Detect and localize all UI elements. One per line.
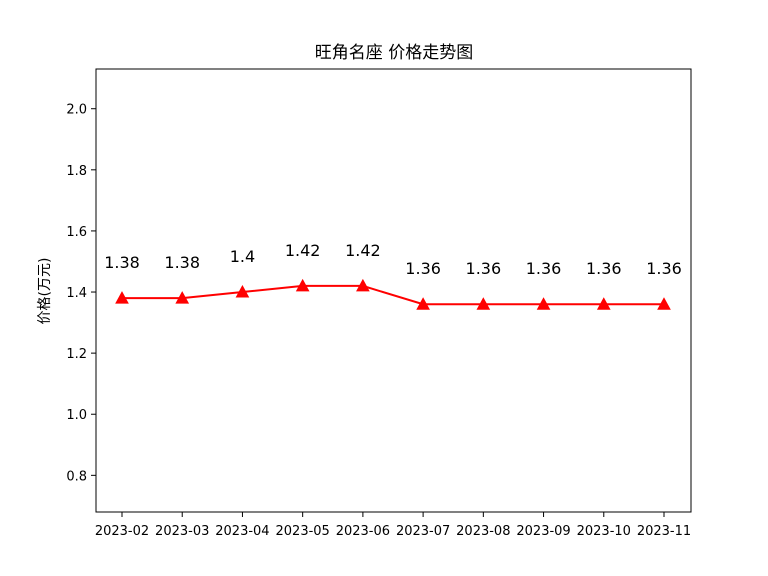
data-label: 1.36 xyxy=(526,259,562,278)
data-label: 1.4 xyxy=(230,247,255,266)
data-point-marker xyxy=(115,291,129,304)
data-label: 1.36 xyxy=(646,259,682,278)
data-point-marker xyxy=(295,278,310,292)
x-tick-label: 2023-11 xyxy=(637,524,691,539)
y-tick-label: 1.4 xyxy=(66,286,87,301)
data-point-marker xyxy=(476,297,491,310)
x-tick-label: 2023-04 xyxy=(215,524,269,539)
x-tick-label: 2023-05 xyxy=(276,524,330,539)
data-point-marker xyxy=(536,297,551,310)
x-tick-label: 2023-07 xyxy=(396,524,450,539)
data-point-marker xyxy=(235,284,250,298)
data-label: 1.42 xyxy=(285,241,321,260)
data-point-marker xyxy=(596,297,611,310)
x-tick-label: 2023-08 xyxy=(456,524,510,539)
data-point-marker xyxy=(416,297,430,310)
data-label: 1.36 xyxy=(405,259,441,278)
x-tick-label: 2023-09 xyxy=(516,524,570,539)
data-label: 1.38 xyxy=(164,253,200,272)
y-tick-label: 1.8 xyxy=(66,164,87,179)
x-axis: 2023-02 2023-03 2023-04 2023-05 2023-06 2023-… xyxy=(95,512,691,539)
y-tick-label: 0.8 xyxy=(66,469,87,484)
y-tick-label: 1.0 xyxy=(66,408,87,423)
data-label: 1.42 xyxy=(345,241,381,260)
data-point-marker xyxy=(356,278,370,292)
data-label: 1.38 xyxy=(104,253,140,272)
series-group: 1.38 1.38 1.4 1.42 1.42 1.36 1.36 1.36 1.36 1.36 xyxy=(104,241,682,310)
y-axis-label: 价格(万元) xyxy=(37,258,53,325)
data-label: 1.36 xyxy=(466,259,502,278)
y-tick-label: 2.0 xyxy=(66,103,87,118)
x-tick-label: 2023-10 xyxy=(577,524,631,539)
x-tick-label: 2023-02 xyxy=(95,524,149,539)
data-label: 1.36 xyxy=(586,259,622,278)
plot-area-frame xyxy=(95,68,692,513)
data-point-marker xyxy=(657,297,671,310)
y-tick-label: 1.2 xyxy=(66,347,87,362)
y-axis: 0.8 1.0 1.2 1.4 1.6 1.8 2.0 xyxy=(66,103,96,484)
chart-title: 旺角名座 价格走势图 xyxy=(315,43,473,63)
x-tick-label: 2023-06 xyxy=(336,524,390,539)
y-tick-label: 1.6 xyxy=(66,225,87,240)
series-line xyxy=(122,284,664,306)
x-tick-label: 2023-03 xyxy=(155,524,209,539)
data-point-marker xyxy=(175,291,190,304)
